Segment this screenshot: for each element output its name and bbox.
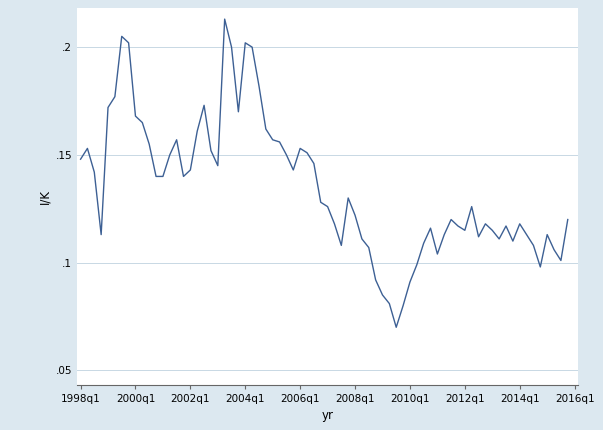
Y-axis label: I/K: I/K bbox=[39, 189, 51, 204]
X-axis label: yr: yr bbox=[321, 408, 333, 422]
